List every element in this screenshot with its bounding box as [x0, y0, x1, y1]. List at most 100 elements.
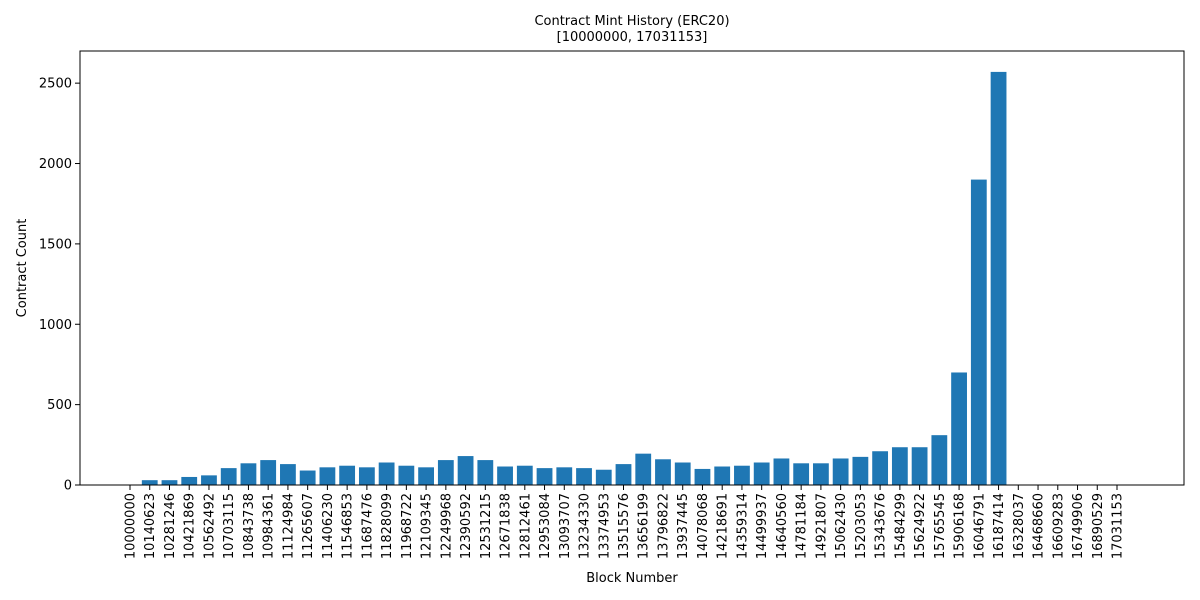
bar-11828099	[378, 462, 395, 485]
x-tick-label: 13093707	[558, 493, 573, 559]
x-tick-label: 15765545	[933, 493, 948, 559]
x-tick-label: 13515576	[617, 493, 632, 559]
x-tick-label: 13796822	[656, 493, 671, 559]
x-tick-label: 14218691	[716, 493, 731, 559]
x-tick-label: 13656199	[637, 493, 652, 559]
bar-11124984	[280, 464, 296, 485]
x-tick-label: 16328037	[1012, 493, 1027, 559]
x-tick-label: 14359314	[735, 493, 750, 559]
bar-13374953	[595, 469, 612, 485]
bar-12531215	[477, 460, 494, 485]
x-axis: 10000000 10140623 10281246 10421869 10562492…	[124, 485, 1126, 559]
bar-12249968	[437, 460, 454, 485]
y-tick-label: 2500	[39, 77, 72, 92]
x-tick-label: 13374953	[597, 493, 612, 559]
plot-frame	[79, 50, 1185, 486]
x-tick-label: 16890529	[1091, 493, 1106, 559]
bar-11406230	[319, 467, 336, 485]
x-tick-label: 14640560	[775, 493, 790, 559]
x-tick-label: 15062430	[834, 493, 849, 559]
x-tick-label: 17031153	[1111, 493, 1126, 559]
bar-12812461	[516, 465, 533, 485]
x-tick-label: 14499937	[755, 493, 770, 559]
bar-10421869	[181, 476, 198, 485]
bar-15624922	[911, 447, 928, 485]
bar-12671838	[497, 466, 513, 485]
x-tick-label: 16187414	[992, 493, 1007, 559]
bar-15062430	[832, 458, 849, 485]
bar-10140623	[141, 480, 158, 485]
bar-11687476	[358, 467, 375, 485]
x-tick-label: 10843738	[242, 493, 257, 559]
x-tick-label: 12812461	[518, 493, 533, 559]
bar-10843738	[240, 463, 257, 485]
x-tick-label: 14078068	[696, 493, 711, 559]
x-tick-label: 16046791	[972, 493, 987, 559]
bar-10562492	[201, 475, 217, 485]
x-tick-label: 10421869	[183, 493, 198, 559]
bar-14218691	[714, 466, 731, 485]
bar-13796822	[655, 459, 671, 485]
bar-12953084	[536, 468, 553, 485]
x-tick-label: 11968722	[400, 493, 415, 559]
bar-14640560	[773, 458, 790, 485]
x-tick-label: 12531215	[479, 493, 494, 559]
bar-16187414	[990, 71, 1007, 486]
bar-13937445	[674, 462, 691, 485]
chart-subtitle: [10000000, 17031153]	[557, 30, 708, 45]
bar-13234330	[576, 468, 592, 485]
x-tick-label: 12671838	[499, 493, 514, 559]
y-axis-label: Contract Count	[15, 219, 30, 318]
y-tick-label: 500	[47, 398, 72, 413]
bar-15343676	[872, 451, 889, 485]
bar-12109345	[418, 467, 434, 485]
x-tick-label: 16609283	[1051, 493, 1066, 559]
x-tick-label: 10140623	[143, 493, 158, 559]
x-tick-label: 16749906	[1071, 493, 1086, 559]
bar-15765545	[931, 435, 948, 485]
x-tick-label: 12390592	[459, 493, 474, 559]
x-tick-label: 10000000	[124, 493, 139, 559]
x-axis-label: Block Number	[586, 571, 678, 586]
bar-15906168	[951, 372, 967, 485]
y-tick-label: 1500	[39, 237, 72, 252]
bars-group	[141, 71, 1007, 486]
bar-14499937	[753, 462, 770, 485]
x-tick-label: 11687476	[360, 493, 375, 559]
x-tick-label: 11828099	[380, 493, 395, 559]
x-tick-label: 14781184	[795, 493, 810, 559]
bar-11546853	[339, 465, 356, 485]
x-tick-label: 15906168	[953, 493, 968, 559]
x-tick-label: 13937445	[676, 493, 691, 559]
bar-13093707	[556, 467, 573, 485]
y-axis: 0 500 1000 1500 2000 2500	[39, 77, 80, 494]
bar-12390592	[457, 456, 474, 485]
bar-14078068	[694, 468, 711, 485]
bar-11265607	[299, 470, 316, 485]
bar-14781184	[793, 463, 810, 485]
x-tick-label: 16468660	[1032, 493, 1047, 559]
bar-10281246	[161, 480, 178, 485]
bar-14921807	[813, 463, 829, 485]
bar-13656199	[635, 453, 652, 485]
bar-11968722	[398, 465, 415, 485]
bar-14359314	[734, 465, 750, 485]
x-tick-label: 12109345	[420, 493, 435, 559]
bar-13515576	[615, 464, 632, 485]
bar-10984361	[260, 460, 277, 485]
bar-15203053	[852, 456, 869, 485]
y-tick-label: 1000	[39, 318, 72, 333]
x-tick-label: 10703115	[222, 493, 237, 559]
y-tick-label: 0	[64, 479, 72, 494]
x-tick-label: 11124984	[281, 493, 296, 559]
x-tick-label: 10562492	[202, 493, 217, 559]
bar-15484299	[891, 447, 908, 485]
x-tick-label: 11546853	[341, 493, 356, 559]
chart-title: Contract Mint History (ERC20)	[534, 14, 729, 29]
y-tick-label: 2000	[39, 157, 72, 172]
x-tick-label: 12953084	[538, 493, 553, 559]
bar-16046791	[970, 179, 987, 485]
x-tick-label: 11406230	[321, 493, 336, 559]
x-tick-label: 10984361	[262, 493, 277, 559]
